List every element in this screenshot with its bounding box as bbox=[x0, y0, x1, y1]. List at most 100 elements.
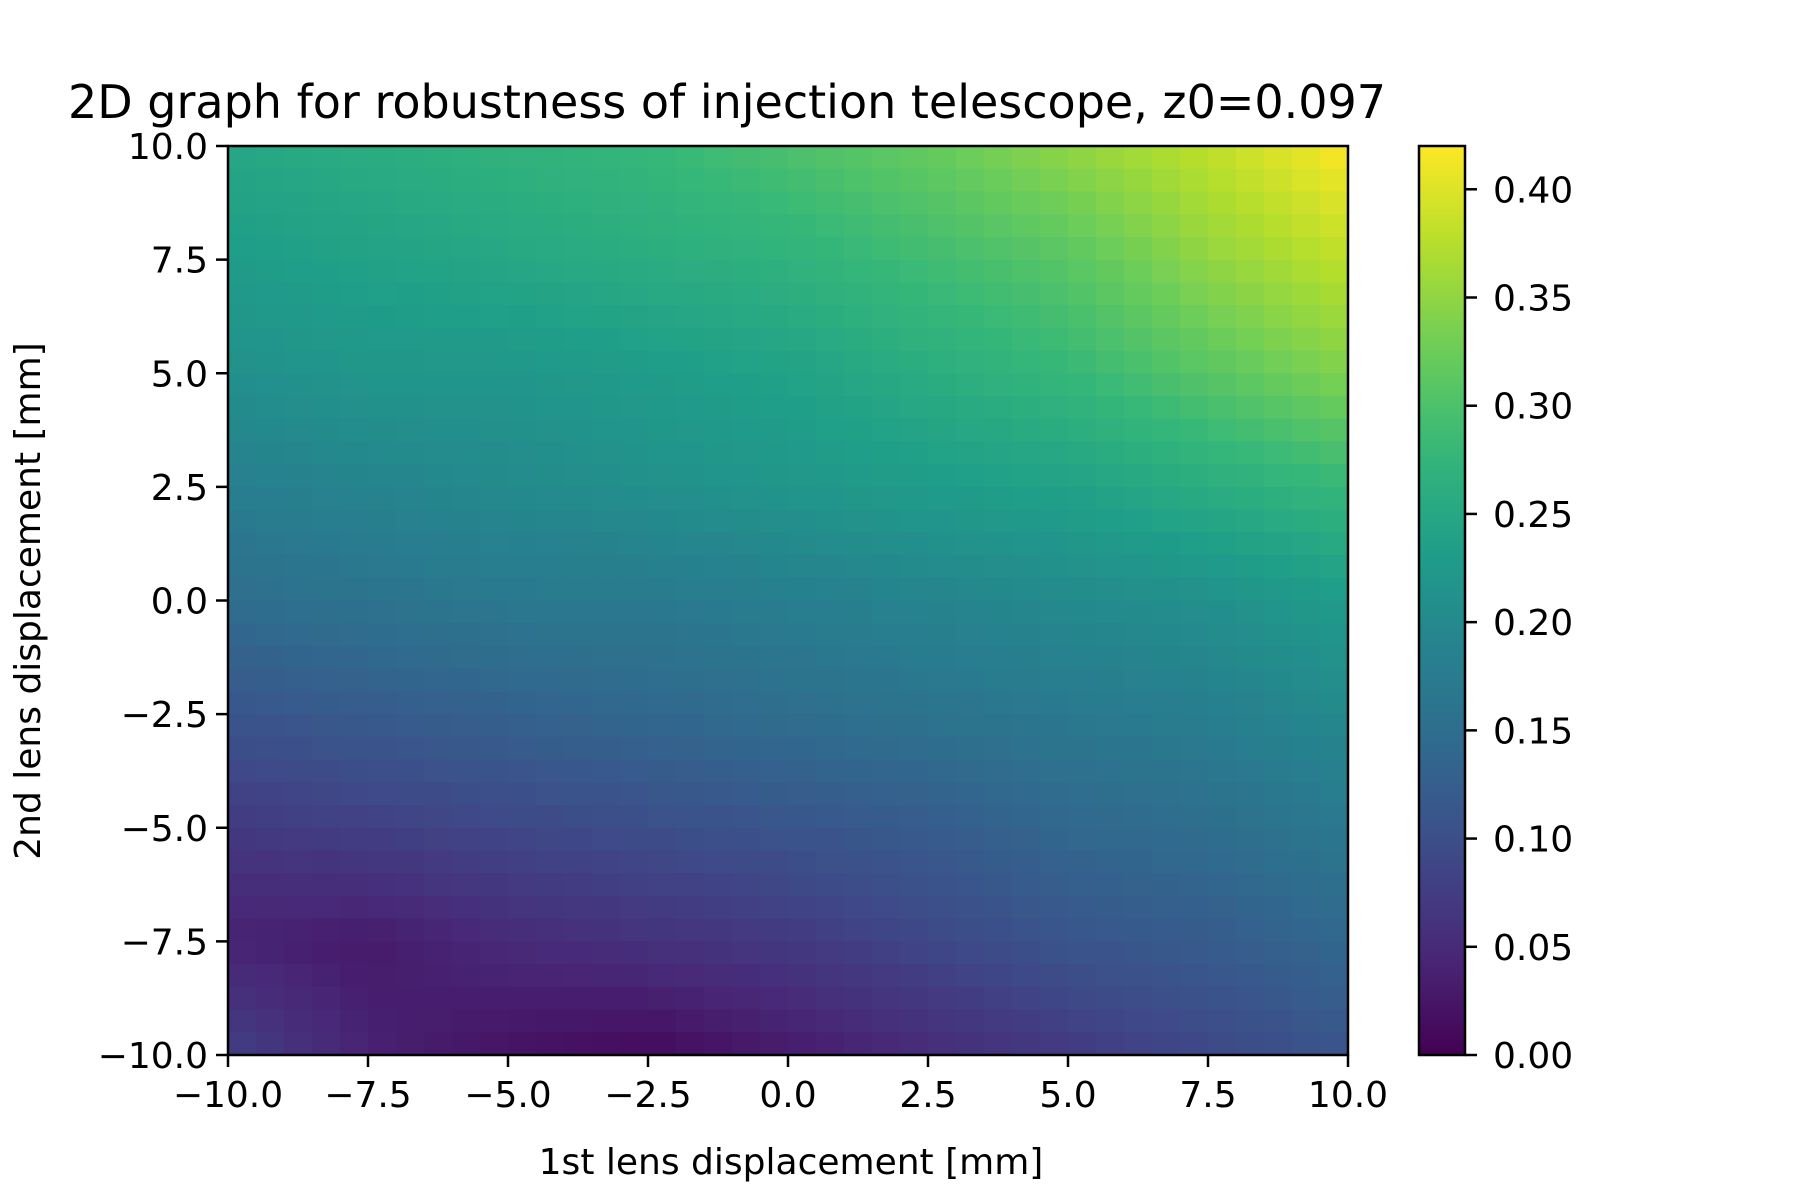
heatmap-cell bbox=[368, 327, 397, 352]
colorbar-tick-label: 0.35 bbox=[1493, 279, 1573, 320]
heatmap-cell bbox=[1152, 873, 1181, 897]
heatmap-cell bbox=[984, 327, 1013, 352]
heatmap-cell bbox=[816, 259, 845, 283]
heatmap-cell bbox=[1152, 395, 1181, 420]
heatmap-cell bbox=[1012, 509, 1041, 533]
heatmap-cell bbox=[704, 532, 733, 556]
heatmap-cell bbox=[1292, 1009, 1321, 1033]
heatmap-cell bbox=[1068, 259, 1097, 283]
heatmap-cell bbox=[704, 736, 733, 761]
heatmap-cell bbox=[620, 623, 649, 647]
heatmap-cell bbox=[844, 555, 873, 579]
heatmap-cell bbox=[508, 146, 537, 170]
heatmap-cell bbox=[844, 441, 873, 465]
heatmap-cell bbox=[228, 168, 257, 193]
heatmap-cell bbox=[732, 623, 761, 647]
y-tick-label: −2.5 bbox=[121, 695, 208, 736]
heatmap-cell bbox=[228, 555, 257, 579]
heatmap-cell bbox=[816, 214, 845, 238]
heatmap-cell bbox=[340, 1009, 369, 1033]
heatmap-cell bbox=[312, 373, 341, 397]
heatmap-cell bbox=[816, 714, 845, 738]
heatmap-cell bbox=[1124, 1009, 1153, 1033]
heatmap-cell bbox=[620, 577, 649, 602]
heatmap-cell bbox=[284, 214, 313, 238]
y-tick-label: 0.0 bbox=[151, 582, 208, 623]
heatmap-cell bbox=[1236, 305, 1265, 329]
heatmap-cell bbox=[228, 623, 257, 647]
heatmap-cell bbox=[704, 691, 733, 715]
heatmap-cell bbox=[396, 1032, 425, 1056]
heatmap-cell bbox=[704, 827, 733, 852]
heatmap-cell bbox=[592, 146, 621, 170]
heatmap-cell bbox=[704, 441, 733, 465]
heatmap-cell bbox=[312, 668, 341, 693]
heatmap-cell bbox=[984, 577, 1013, 602]
heatmap-cell bbox=[844, 736, 873, 761]
heatmap-cell bbox=[1096, 895, 1125, 920]
heatmap-cell bbox=[1236, 373, 1265, 397]
heatmap-cell bbox=[620, 373, 649, 397]
heatmap-cell bbox=[452, 486, 481, 511]
heatmap-cell bbox=[1180, 418, 1209, 443]
heatmap-cell bbox=[340, 850, 369, 874]
heatmap-cell bbox=[704, 918, 733, 942]
heatmap-cell bbox=[536, 918, 565, 942]
heatmap-cell bbox=[312, 577, 341, 602]
heatmap-cell bbox=[788, 236, 817, 261]
heatmap-cell bbox=[452, 736, 481, 761]
heatmap-cell bbox=[1320, 714, 1349, 738]
heatmap-cell bbox=[368, 850, 397, 874]
heatmap-cell bbox=[760, 873, 789, 897]
heatmap-cell bbox=[340, 759, 369, 783]
heatmap-cell bbox=[760, 395, 789, 420]
heatmap-cell bbox=[284, 1032, 313, 1056]
heatmap-cell bbox=[928, 509, 957, 533]
heatmap-cell bbox=[228, 464, 257, 488]
heatmap-cell bbox=[592, 373, 621, 397]
heatmap-cell bbox=[1320, 850, 1349, 874]
heatmap-cell bbox=[508, 714, 537, 738]
heatmap-cell bbox=[508, 555, 537, 579]
heatmap-cell bbox=[984, 714, 1013, 738]
heatmap-cell bbox=[704, 373, 733, 397]
heatmap-cell bbox=[844, 327, 873, 352]
heatmap-cell bbox=[1292, 509, 1321, 533]
heatmap-cell bbox=[1124, 577, 1153, 602]
heatmap-cell bbox=[1040, 373, 1069, 397]
heatmap-cell bbox=[1068, 168, 1097, 193]
heatmap-cell bbox=[732, 282, 761, 306]
heatmap-cell bbox=[648, 555, 677, 579]
heatmap-cell bbox=[928, 395, 957, 420]
heatmap-cell bbox=[1292, 395, 1321, 420]
heatmap-cell bbox=[788, 827, 817, 852]
heatmap-cell bbox=[508, 964, 537, 988]
heatmap-cell bbox=[312, 736, 341, 761]
heatmap-cell bbox=[228, 577, 257, 602]
heatmap-cell bbox=[1292, 805, 1321, 829]
heatmap-cell bbox=[1068, 555, 1097, 579]
heatmap-cell bbox=[452, 191, 481, 215]
heatmap-cell bbox=[900, 486, 929, 511]
heatmap-cell bbox=[956, 714, 985, 738]
heatmap-cell bbox=[564, 486, 593, 511]
heatmap-cell bbox=[480, 759, 509, 783]
heatmap-cell bbox=[256, 464, 285, 488]
heatmap-cell bbox=[732, 1032, 761, 1056]
heatmap-cell bbox=[564, 1032, 593, 1056]
heatmap-cell bbox=[956, 941, 985, 965]
heatmap-cell bbox=[396, 441, 425, 465]
heatmap-cell bbox=[536, 850, 565, 874]
heatmap-cell bbox=[480, 168, 509, 193]
heatmap-cell bbox=[228, 532, 257, 556]
heatmap-cell bbox=[368, 418, 397, 443]
heatmap-cell bbox=[732, 191, 761, 215]
heatmap-cell bbox=[844, 1009, 873, 1033]
heatmap-cell bbox=[1292, 623, 1321, 647]
heatmap-cell bbox=[984, 441, 1013, 465]
heatmap-cell bbox=[928, 1032, 957, 1056]
heatmap-cell bbox=[1180, 577, 1209, 602]
heatmap-cell bbox=[592, 464, 621, 488]
heatmap-cell bbox=[1096, 736, 1125, 761]
heatmap-cell bbox=[956, 191, 985, 215]
